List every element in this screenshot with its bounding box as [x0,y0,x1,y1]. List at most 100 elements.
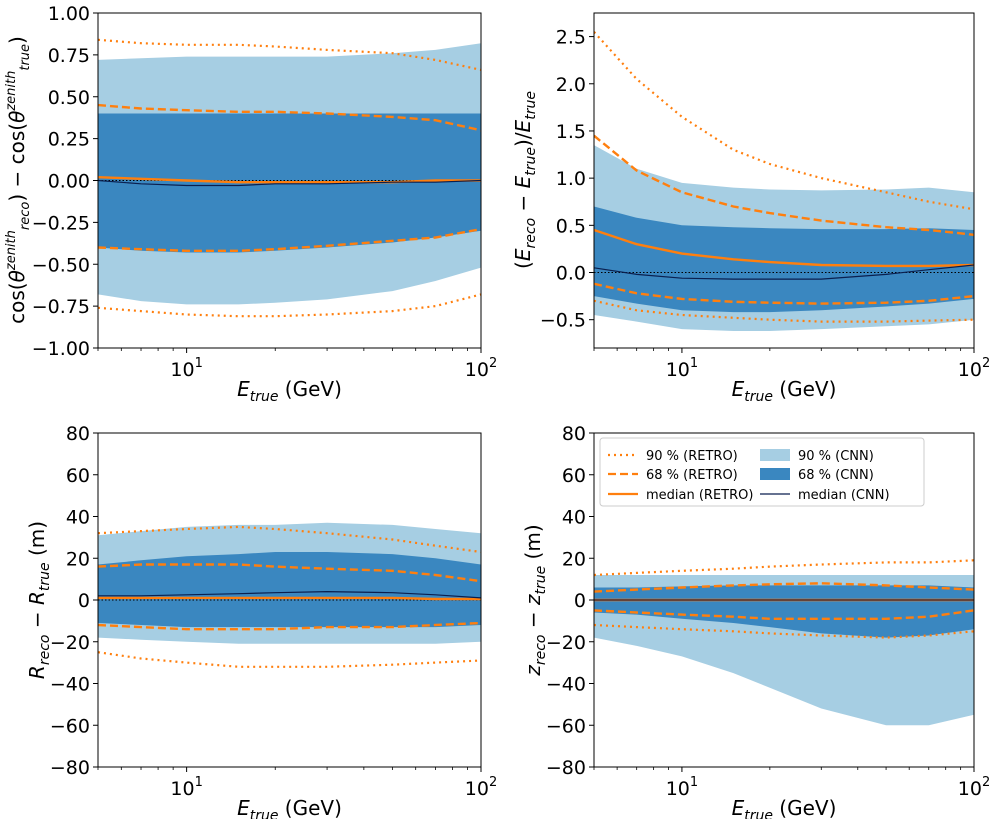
y-label-part: E [511,248,535,261]
y-tick-label: −40 [546,674,586,696]
x-tick-label: 102 [958,356,990,381]
y-axis-label-zenith: cos(θzenithreco) − cos(θzenithtrue) [4,36,33,324]
y-label-part: θ [5,270,29,282]
y-tick-label: 0.75 [48,45,90,67]
y-tick-label: 80 [66,423,90,445]
x-axis-label: Etrue (GeV) [732,796,837,819]
y-tick-label: 1.5 [556,121,586,143]
y-label-part: true [37,562,53,591]
retro-median-line [594,228,974,268]
y-axis-label-z: zreco − ztrue (m) [521,524,549,676]
y-label-part: ( [511,261,535,269]
y-label-part: z [521,665,545,677]
y-tick-label: −0.5 [540,310,586,332]
cnn-median-line [98,179,481,187]
y-label-part: true [523,91,539,120]
x-label-sub: true [744,808,773,819]
y-label-part: ) − cos( [5,123,29,202]
legend-item: 68 % (RETRO) [608,468,738,483]
y-tick-label: 2.5 [556,27,586,49]
legend-label: 90 % (RETRO) [646,449,738,464]
y-label-part: R [25,665,49,679]
y-tick-label: 0.5 [556,215,586,237]
cnn-median-line [594,264,974,280]
y-label-part: − [25,605,49,634]
y-tick-label: 80 [562,423,586,445]
y-axis-label-r: Rreco − Rtrue (m) [25,521,53,679]
x-tick-exp: 2 [982,356,990,371]
x-tick-label: 102 [465,775,497,800]
plot-area [98,522,481,668]
y-tick-label: −60 [50,715,90,737]
y-label-part: reco [523,218,539,249]
y-tick-label: 0.00 [48,171,90,193]
y-label-part: reco [18,202,33,230]
x-label-sub: true [250,389,279,405]
legend-label: 90 % (CNN) [798,449,874,464]
y-label-part: R [25,591,49,605]
x-tick-base: 10 [170,359,194,381]
y-tick-label: 60 [66,465,90,487]
y-tick-label: −20 [546,632,586,654]
cnn-median-line [98,590,481,599]
y-tick-label: −60 [546,715,586,737]
y-tick-label: 0 [78,590,90,612]
y-label-part: E [511,119,535,132]
legend: 90 % (RETRO) 68 % (RETRO) median (RETRO) 90… [599,437,925,507]
x-label-main: E [237,796,250,819]
y-label-part: true [18,44,33,71]
x-label-unit: (GeV) [773,377,836,401]
retro-median-line [98,596,481,601]
x-tick-exp: 1 [195,775,203,790]
x-label-unit: (GeV) [278,377,341,401]
x-tick-exp: 2 [489,356,497,371]
y-tick-label: 0.0 [556,263,586,285]
y-label-part: z [521,594,545,606]
x-tick-label: 101 [666,775,698,800]
legend-item: 90 % (CNN) [760,449,874,464]
cnn-68-band [594,206,974,313]
legend-item: median (RETRO) [608,488,753,503]
x-tick-label: 102 [958,775,990,800]
plot-area [98,38,481,318]
y-label-part: zenith [4,71,19,112]
x-tick-base: 10 [666,778,690,800]
x-tick-label: 101 [666,356,698,381]
y-tick-label: −1.00 [32,338,90,360]
x-tick-exp: 1 [690,356,698,371]
y-tick-label: 1.00 [48,3,90,25]
x-tick-exp: 2 [982,775,990,790]
y-tick-label: 20 [66,548,90,570]
x-tick-base: 10 [465,359,489,381]
legend-label: median (CNN) [798,488,890,503]
y-tick-label: −80 [546,757,586,779]
y-label-part: )/ [511,132,535,147]
x-tick-label: 102 [465,356,497,381]
legend-item: median (CNN) [760,488,890,503]
retro-90-lower-line [98,651,481,668]
y-label-part: reco [533,635,549,666]
x-tick-exp: 2 [489,775,497,790]
legend-label: 68 % (RETRO) [646,468,738,483]
y-label-part: true [533,566,549,595]
y-tick-label: −0.50 [32,254,90,276]
retro-90-upper-line [98,525,481,554]
x-tick-base: 10 [170,778,194,800]
legend-swatch [760,468,790,480]
y-tick-label: 2.0 [556,74,586,96]
x-tick-exp: 1 [690,775,698,790]
legend-item: 68 % (CNN) [760,468,874,483]
legend-label: median (RETRO) [646,488,753,503]
y-label-part: ) [5,36,29,44]
x-tick-base: 10 [958,778,982,800]
y-label-part: E [511,175,535,188]
x-tick-label: 101 [170,356,202,381]
y-tick-label: 0.50 [48,87,90,109]
retro-68-upper-line [594,134,974,236]
y-tick-label: −40 [50,674,90,696]
x-label-main: E [732,377,745,401]
y-tick-label: 60 [562,465,586,487]
